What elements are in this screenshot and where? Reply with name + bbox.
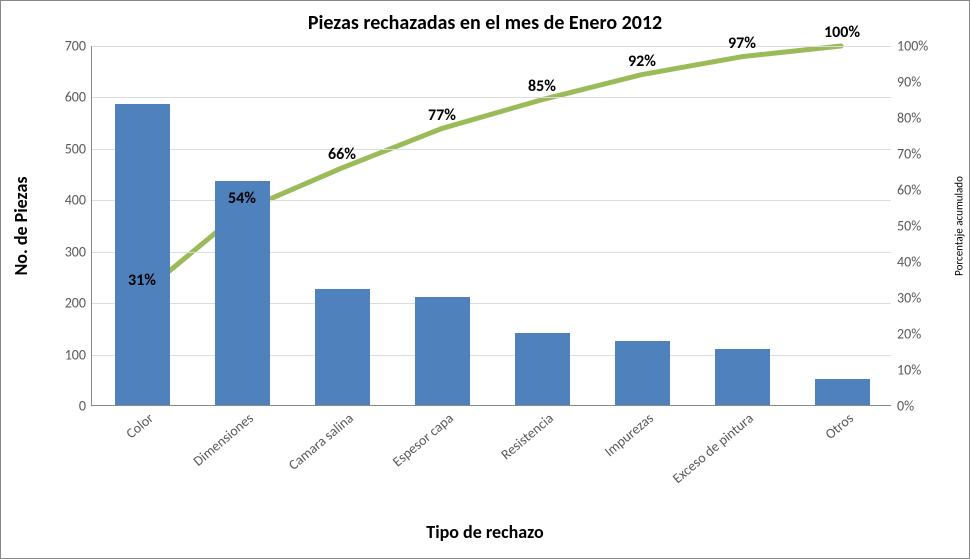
- x-tick-label: Color: [119, 405, 157, 442]
- y2-tick-label: 20%: [891, 326, 921, 343]
- y2-tick-label: 30%: [891, 290, 921, 307]
- bar: [215, 181, 270, 405]
- line-data-label: 85%: [528, 77, 556, 96]
- y2-tick-label: 80%: [891, 110, 921, 127]
- y2-tick-label: 70%: [891, 146, 921, 163]
- line-data-label: 100%: [824, 23, 860, 42]
- bar: [115, 104, 170, 405]
- pareto-line: [92, 46, 891, 405]
- x-tick-label: Dimensiones: [186, 405, 257, 470]
- y2-tick-label: 0%: [891, 398, 914, 415]
- y2-tick-label: 10%: [891, 362, 921, 379]
- bar: [315, 289, 370, 405]
- bar: [615, 341, 670, 405]
- x-tick-label: Camara salina: [281, 405, 356, 474]
- line-data-label: 77%: [428, 106, 456, 125]
- gridline: [92, 46, 891, 47]
- pareto-chart: Piezas rechazadas en el mes de Enero 201…: [0, 0, 970, 559]
- y1-tick-label: 300: [65, 243, 92, 260]
- x-tick-label: Resistencia: [494, 405, 557, 463]
- x-tick-label: Otros: [818, 405, 857, 443]
- gridline: [92, 252, 891, 253]
- x-tick-label: Espesor capa: [385, 405, 457, 470]
- line-data-label: 31%: [128, 272, 156, 291]
- bar: [415, 297, 470, 405]
- y1-tick-label: 200: [65, 295, 92, 312]
- y2-tick-label: 50%: [891, 218, 921, 235]
- line-data-label: 66%: [328, 146, 356, 165]
- y1-tick-label: 100: [65, 346, 92, 363]
- y1-tick-label: 400: [65, 192, 92, 209]
- y2-tick-label: 40%: [891, 254, 921, 271]
- y1-tick-label: 600: [65, 89, 92, 106]
- y2-tick-label: 100%: [891, 38, 928, 55]
- y2-axis-label: Porcentaje acumulado: [953, 176, 966, 276]
- gridline: [92, 355, 891, 356]
- x-tick-label: Impurezas: [597, 405, 657, 460]
- plot-area: 01002003004005006007000%10%20%30%40%50%6…: [91, 46, 891, 406]
- line-data-label: 54%: [228, 189, 256, 208]
- line-data-label: 92%: [628, 52, 656, 71]
- gridline: [92, 303, 891, 304]
- bar: [715, 349, 770, 405]
- gridline: [92, 200, 891, 201]
- line-data-label: 97%: [728, 34, 756, 53]
- bar: [515, 333, 570, 405]
- x-axis-label: Tipo de rechazo: [1, 521, 969, 543]
- y1-tick-label: 700: [65, 38, 92, 55]
- bar: [815, 379, 870, 405]
- y1-axis-label: No. de Piezas: [10, 176, 32, 275]
- gridline: [92, 149, 891, 150]
- y1-tick-label: 500: [65, 140, 92, 157]
- y2-tick-label: 90%: [891, 74, 921, 91]
- y2-tick-label: 60%: [891, 182, 921, 199]
- gridline: [92, 97, 891, 98]
- x-tick-label: Exceso de pintura: [665, 405, 756, 487]
- y1-tick-label: 0: [79, 398, 92, 415]
